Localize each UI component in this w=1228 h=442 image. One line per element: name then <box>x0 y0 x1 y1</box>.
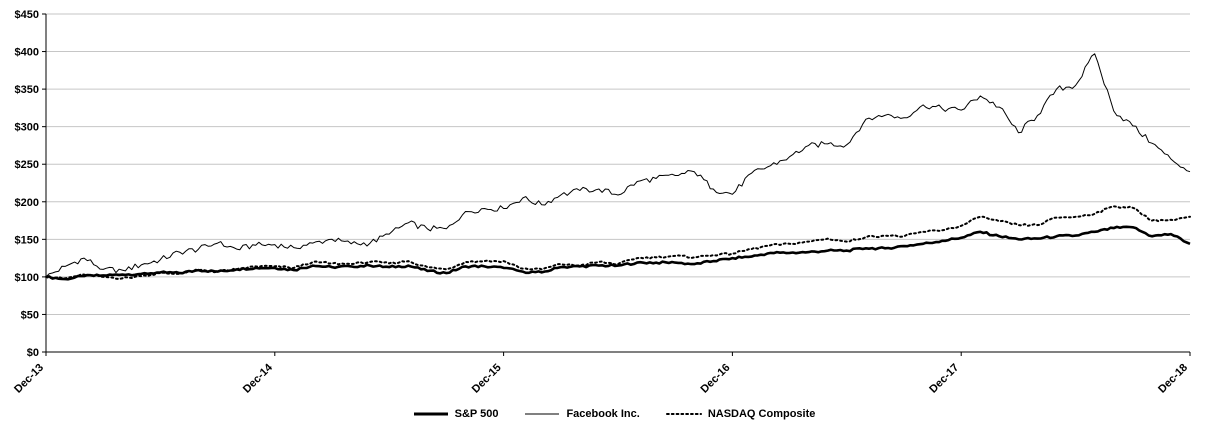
y-tick-label: $250 <box>15 159 39 171</box>
series-line-facebook-inc- <box>45 53 1191 278</box>
chart-legend: S&P 500 Facebook Inc. NASDAQ Composite <box>0 408 1228 420</box>
y-tick-label: $200 <box>15 197 39 209</box>
x-tick-label: Dec-16 <box>699 362 733 396</box>
x-tick-label: Dec-15 <box>470 362 504 396</box>
x-tick-label: Dec-13 <box>12 362 46 396</box>
legend-label-nasdaq: NASDAQ Composite <box>707 408 816 420</box>
x-tick-label: Dec-18 <box>1156 362 1190 396</box>
y-tick-label: $450 <box>15 9 39 21</box>
legend-item-facebook: Facebook Inc. <box>524 408 640 420</box>
x-tick-label: Dec-14 <box>241 361 276 396</box>
y-tick-label: $350 <box>15 84 39 96</box>
legend-item-sp500: S&P 500 <box>413 408 499 420</box>
series-line-s-p-500 <box>45 225 1191 281</box>
nasdaq-line-swatch <box>665 413 702 415</box>
legend-label-facebook: Facebook Inc. <box>566 408 640 420</box>
legend-item-nasdaq: NASDAQ Composite <box>665 408 816 420</box>
y-tick-label: $0 <box>27 347 39 359</box>
y-tick-label: $400 <box>15 47 39 59</box>
y-tick-label: $50 <box>21 309 39 321</box>
facebook-line-swatch <box>525 413 560 415</box>
y-tick-label: $150 <box>15 234 39 246</box>
y-tick-label: $300 <box>15 122 39 134</box>
chart-plot-area: $0 $50 $100 $150 $200 $250 $300 $350 $400 $450 Dec… <box>12 9 1191 396</box>
y-tick-label: $100 <box>15 272 39 284</box>
legend-label-sp500: S&P 500 <box>454 408 499 420</box>
sp500-line-swatch <box>413 412 448 416</box>
x-tick-label: Dec-17 <box>927 362 961 396</box>
